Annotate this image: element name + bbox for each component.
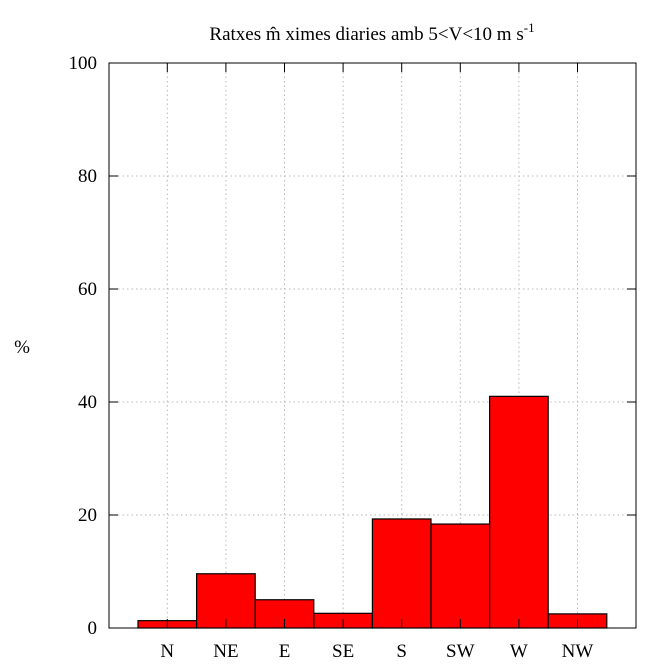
y-tick-label: 80 [78,166,97,187]
bar-s [371,518,432,629]
y-tick-label: 60 [78,279,97,300]
y-tick-label: 40 [78,392,97,413]
x-tick-label-ne: NE [213,641,238,662]
chart-title: Ratxes m̂ ximes diaries amb 5<V<10 m s-1 [209,20,534,45]
x-tick-label-nw: NW [562,641,594,662]
y-axis-label: % [14,337,30,358]
bar-w [489,395,549,629]
x-tick-label-se: SE [332,641,354,662]
plot-frame [108,62,637,629]
x-tick-label-sw: SW [446,641,475,662]
x-tick-label-w: W [510,641,528,662]
x-tick-label-s: S [396,641,407,662]
x-tick-label-e: E [279,641,291,662]
bars [137,395,608,629]
tick-labels: 0 20 40 60 80 100 N NE E SE S SW W NW [69,53,594,662]
y-tick-label: 20 [78,505,97,526]
y-tick-label: 100 [69,53,98,74]
y-tick-label: 0 [88,618,98,639]
bar-sw [430,523,491,629]
x-tick-label-n: N [160,641,174,662]
